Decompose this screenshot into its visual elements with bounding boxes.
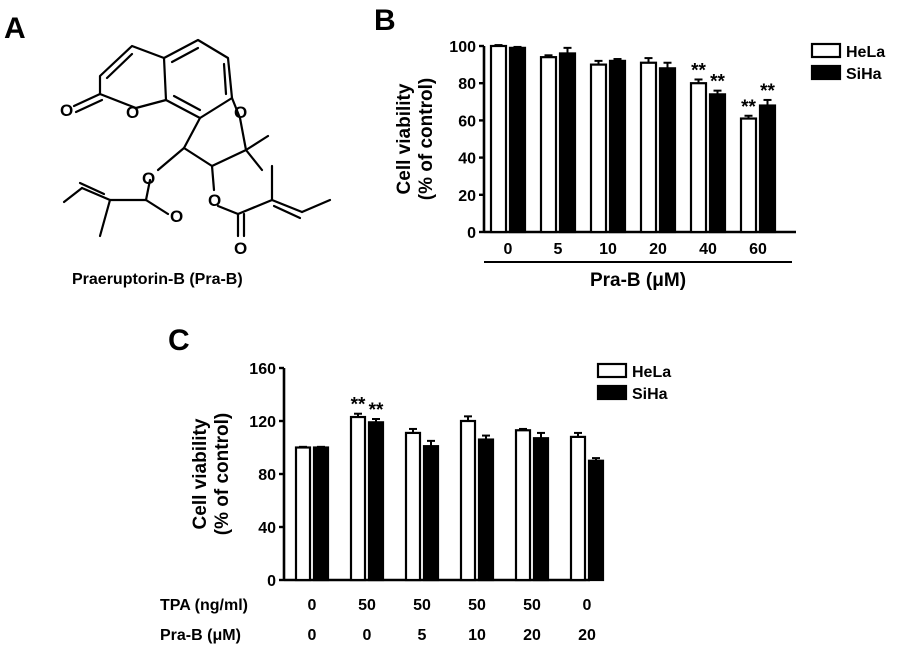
x-tick-label: 0 bbox=[308, 627, 317, 644]
bar-siha bbox=[708, 93, 727, 234]
panel-letter-b: B bbox=[374, 4, 396, 37]
legend-swatch-siha bbox=[596, 384, 628, 401]
bar-siha bbox=[758, 104, 777, 234]
x-tick-label: 0 bbox=[504, 241, 513, 258]
y-tick-label: 0 bbox=[267, 573, 276, 590]
y-tick-label: 120 bbox=[249, 414, 276, 431]
x-tick-label: 10 bbox=[468, 627, 486, 644]
x-tick-label: 0 bbox=[583, 597, 592, 614]
bar-siha bbox=[608, 59, 627, 234]
molecule-structure bbox=[62, 38, 332, 238]
bar-siha bbox=[532, 437, 550, 582]
y-tick-label: 160 bbox=[249, 361, 276, 378]
x-tick-label: 0 bbox=[308, 597, 317, 614]
molecule-atoms: O O O O O O O bbox=[60, 101, 247, 258]
bar-hela bbox=[404, 431, 422, 582]
bar-hela bbox=[539, 56, 558, 234]
bar-siha bbox=[477, 438, 495, 582]
panel-letter-c: C bbox=[168, 324, 190, 357]
atom-o-carbonyl: O bbox=[60, 101, 73, 120]
bar-siha bbox=[508, 46, 527, 234]
bar-hela bbox=[349, 415, 367, 582]
legend-swatch-hela bbox=[810, 42, 842, 59]
bar-hela bbox=[489, 44, 508, 234]
significance-mark: ** bbox=[760, 81, 775, 102]
legend-swatch-hela bbox=[596, 362, 628, 379]
y-axis-label-line-2: (% of control) bbox=[416, 78, 437, 200]
significance-mark: ** bbox=[741, 97, 756, 118]
x-tick-label: 20 bbox=[649, 241, 667, 258]
bar-hela bbox=[589, 63, 608, 234]
bar-hela bbox=[569, 435, 587, 582]
y-tick-label: 0 bbox=[467, 225, 476, 242]
bar-hela bbox=[639, 61, 658, 234]
y-axis-label-line-2: (% of control) bbox=[212, 413, 233, 535]
x-tick-label: 50 bbox=[413, 597, 431, 614]
bar-siha bbox=[658, 67, 677, 234]
legend-label-siha: SiHa bbox=[846, 66, 882, 83]
y-tick-label: 20 bbox=[458, 188, 476, 205]
legend-swatch-siha bbox=[810, 64, 842, 81]
bar-siha bbox=[422, 445, 440, 582]
panel-letter-a: A bbox=[4, 12, 26, 45]
atom-o-carbonyl-left: O bbox=[170, 207, 183, 226]
x-row-label: TPA (ng/ml) bbox=[160, 597, 248, 614]
legend-label-siha: SiHa bbox=[632, 386, 668, 403]
x-tick-label: 20 bbox=[578, 627, 596, 644]
atom-o-ring: O bbox=[126, 103, 139, 122]
x-tick-label: 10 bbox=[599, 241, 617, 258]
bar-hela bbox=[459, 419, 477, 582]
compound-name: Praeruptorin-B (Pra-B) bbox=[72, 271, 243, 288]
significance-mark: ** bbox=[351, 395, 366, 416]
x-tick-label: 5 bbox=[418, 627, 427, 644]
significance-mark: ** bbox=[691, 60, 706, 81]
y-tick-label: 60 bbox=[458, 113, 476, 130]
bar-siha bbox=[558, 52, 577, 234]
x-axis-label: Pra-B (μM) bbox=[590, 270, 686, 291]
significance-mark: ** bbox=[369, 400, 384, 421]
bar-hela bbox=[689, 82, 708, 234]
bar-siha bbox=[367, 421, 385, 582]
atom-o-ester-left: O bbox=[142, 169, 155, 188]
atom-o-ester-right: O bbox=[208, 191, 221, 210]
x-tick-label: 60 bbox=[749, 241, 767, 258]
y-tick-label: 40 bbox=[258, 520, 276, 537]
y-tick-label: 40 bbox=[458, 151, 476, 168]
bar-hela bbox=[514, 429, 532, 582]
significance-mark: ** bbox=[710, 72, 725, 93]
bar-hela bbox=[294, 446, 312, 582]
chart-c: 0 40 80 120 160 Cell viability (% of control) *… bbox=[160, 361, 671, 644]
y-axis-label-line-1: Cell viability bbox=[190, 418, 211, 529]
x-tick-label: 40 bbox=[699, 241, 717, 258]
y-tick-label: 80 bbox=[458, 76, 476, 93]
x-tick-label: 5 bbox=[554, 241, 563, 258]
legend-label-hela: HeLa bbox=[846, 44, 885, 61]
x-tick-label: 0 bbox=[363, 627, 372, 644]
bar-siha bbox=[312, 446, 330, 582]
x-tick-label: 50 bbox=[358, 597, 376, 614]
bar-siha bbox=[587, 459, 605, 582]
legend-label-hela: HeLa bbox=[632, 364, 671, 381]
atom-o-pyran: O bbox=[234, 103, 247, 122]
x-tick-label: 20 bbox=[523, 627, 541, 644]
x-tick-label: 50 bbox=[468, 597, 486, 614]
y-axis-label-line-1: Cell viability bbox=[394, 83, 415, 194]
x-row-label: Pra-B (μM) bbox=[160, 627, 241, 644]
y-tick-label: 80 bbox=[258, 467, 276, 484]
y-tick-label: 100 bbox=[449, 39, 476, 56]
atom-o-carbonyl-right: O bbox=[234, 239, 247, 258]
panel-c: C 0 40 80 120 160 Cell viability (% of control… bbox=[160, 324, 671, 644]
bar-hela bbox=[739, 117, 758, 234]
panel-a: A bbox=[4, 12, 332, 288]
x-tick-label: 50 bbox=[523, 597, 541, 614]
